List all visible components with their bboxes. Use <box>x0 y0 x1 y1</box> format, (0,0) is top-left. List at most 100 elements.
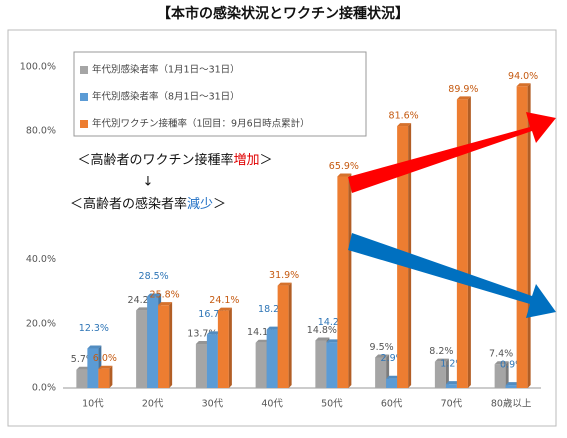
value-label: 94.0% <box>508 71 538 82</box>
trend-arrow-up <box>348 112 556 193</box>
value-label: 8.2% <box>429 346 453 357</box>
value-label: 13.7% <box>187 329 217 340</box>
bar-top <box>217 307 232 311</box>
legend-label: 年代別感染者率（8月1日～31日） <box>92 91 240 103</box>
bar-side <box>445 358 449 388</box>
bar <box>255 342 267 388</box>
trend-arrow-down <box>348 233 556 318</box>
annotation-text: ＜高齢者のワクチン接種率 <box>77 152 233 168</box>
bar-top <box>326 339 341 343</box>
bar-top <box>87 345 102 349</box>
value-label: 25.8% <box>150 290 180 301</box>
bar <box>87 348 99 388</box>
bar-top <box>255 339 270 343</box>
bar-top <box>375 354 390 358</box>
chart-title: 【本市の感染状況とワクチン接種状況】 <box>157 5 409 22</box>
bar-top <box>195 341 210 345</box>
bar <box>76 369 88 388</box>
bar <box>375 357 387 388</box>
bar <box>136 310 148 388</box>
y-tick-label: 100.0% <box>20 62 56 73</box>
legend-swatch <box>80 93 88 101</box>
bar-top <box>315 337 330 341</box>
annotation-highlight: 増加 <box>233 153 259 168</box>
bar-top <box>136 307 151 311</box>
bar-top <box>98 365 113 369</box>
x-tick-label: 70代 <box>441 399 463 410</box>
x-tick-label: 50代 <box>321 399 343 410</box>
bar-top <box>494 361 509 365</box>
bar <box>195 344 207 388</box>
bar <box>326 342 338 388</box>
x-tick-label: 40代 <box>261 399 283 410</box>
annotation: ＜高齢者のワクチン接種率増加＞ <box>77 152 272 168</box>
bar <box>445 384 457 388</box>
value-label: 6.0% <box>93 353 117 364</box>
bar-top <box>277 282 292 286</box>
chart-border <box>7 29 557 427</box>
y-tick-label: 20.0% <box>26 318 56 329</box>
annotation-text: ＞ <box>260 153 273 168</box>
bar-top <box>147 293 162 297</box>
value-label: 5.7% <box>71 354 95 365</box>
bar-side <box>109 365 113 388</box>
y-tick-label: 0.0% <box>32 383 56 394</box>
bar-top <box>206 331 221 335</box>
value-label: 16.7% <box>198 309 228 320</box>
bar-side <box>288 282 292 388</box>
value-label: 2.9% <box>381 353 405 364</box>
bar <box>266 329 278 388</box>
bar-top <box>505 382 520 386</box>
bar <box>147 296 159 388</box>
legend-label: 年代別ワクチン接種率（1回目：9月6日時点累計） <box>92 118 310 130</box>
x-tick-label: 20代 <box>142 399 164 410</box>
bar <box>158 305 170 388</box>
bar-side <box>228 307 232 388</box>
bar <box>277 285 289 388</box>
legend <box>73 51 367 137</box>
x-tick-label: 30代 <box>202 399 224 410</box>
bar-top <box>445 381 460 385</box>
bar <box>315 340 327 388</box>
bar-side <box>467 96 471 389</box>
legend-swatch <box>80 120 88 128</box>
bar-side <box>348 173 352 388</box>
legend-label: 年代別感染者率（1月1日～31日） <box>92 64 240 76</box>
annotation-text: ＜高齢者の感染者率 <box>70 196 187 212</box>
annotation-highlight: 減少 <box>187 196 213 212</box>
bar-top <box>516 83 531 87</box>
bar <box>494 364 506 388</box>
value-label: 12.3% <box>79 323 109 334</box>
bar <box>456 99 468 389</box>
value-label: 14.8% <box>307 325 337 336</box>
bar-side <box>169 302 173 388</box>
annotation-arrow: ↓ <box>143 175 154 190</box>
y-tick-label: 40.0% <box>26 254 56 265</box>
bar <box>505 385 517 388</box>
value-label: 31.9% <box>269 270 299 281</box>
value-label: 0.9% <box>500 360 524 371</box>
bar <box>98 368 110 388</box>
bar <box>337 176 349 388</box>
bar-top <box>76 366 91 370</box>
bar <box>434 361 446 388</box>
value-label: 81.6% <box>389 111 419 122</box>
bar <box>217 310 229 388</box>
value-label: 28.5% <box>139 271 169 282</box>
bar <box>206 334 218 388</box>
x-tick-label: 60代 <box>381 399 403 410</box>
value-label: 24.1% <box>209 295 239 306</box>
bar <box>516 86 528 388</box>
legend-swatch <box>80 66 88 74</box>
bar-top <box>158 302 173 306</box>
annotation-text: ＞ <box>213 197 226 212</box>
bar-top <box>397 123 412 127</box>
bar-top <box>434 358 449 362</box>
y-tick-label: 80.0% <box>26 126 56 137</box>
bar-top <box>456 96 471 100</box>
value-label: 14.1% <box>247 327 277 338</box>
bar-top <box>337 173 352 177</box>
value-label: 9.5% <box>370 342 394 353</box>
